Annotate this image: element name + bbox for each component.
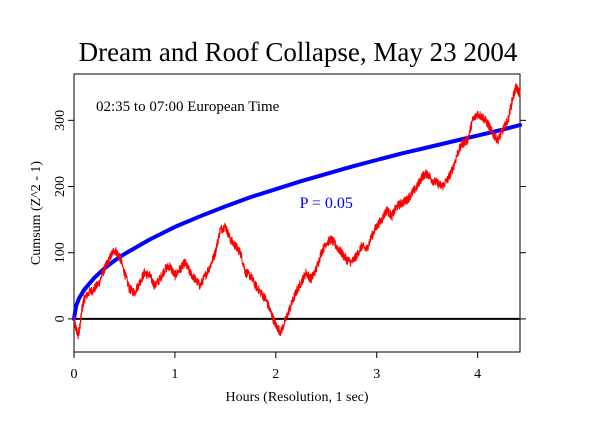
data-lines: [72, 83, 522, 340]
y-axis-label: Cumsum (Z^2 - 1): [29, 161, 44, 266]
time-range-annotation: 02:35 to 07:00 European Time: [96, 99, 280, 115]
axis-ticks: 0 1 2 3 4 0 100 200 300: [53, 110, 526, 382]
x-tick-label: 3: [373, 367, 380, 382]
y-tick-label: 100: [53, 242, 68, 263]
cumsum-line: [73, 83, 521, 340]
chart-title: Dream and Roof Collapse, May 23 2004: [79, 37, 518, 67]
y-tick-label: 200: [53, 176, 68, 197]
x-axis-label: Hours (Resolution, 1 sec): [225, 390, 368, 405]
x-tick-label: 1: [171, 367, 178, 382]
x-tick-label: 0: [71, 367, 78, 382]
plot-frame: [73, 73, 521, 353]
y-tick-label: 300: [53, 110, 68, 131]
x-tick-label: 2: [272, 367, 279, 382]
envelope-line: [72, 123, 522, 321]
y-tick-label: 0: [53, 315, 68, 322]
envelope-label: P = 0.05: [300, 195, 353, 212]
x-tick-label: 4: [474, 367, 481, 382]
